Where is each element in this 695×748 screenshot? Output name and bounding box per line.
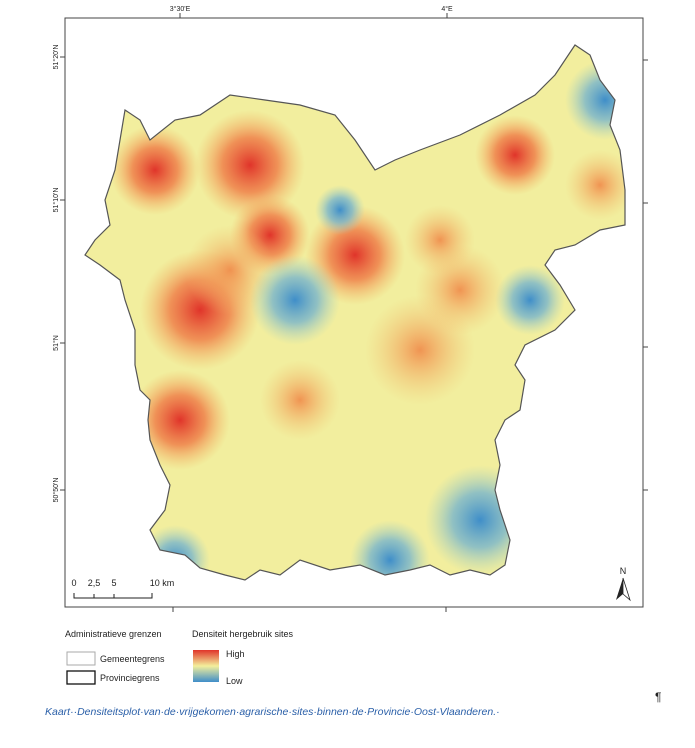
- latitude-label: 51°20'N: [52, 45, 60, 70]
- scale-label: 2,5: [88, 578, 101, 588]
- legend-label: Provinciegrens: [100, 673, 160, 683]
- scale-label: 0: [71, 578, 76, 588]
- legend-label: Gemeentegrens: [100, 654, 165, 664]
- north-label: N: [620, 566, 627, 576]
- legend-label: Low: [226, 676, 243, 686]
- pilcrow: ¶: [655, 690, 661, 704]
- provincial-swatch: [66, 670, 96, 685]
- legend-title: Administratieve grenzen: [65, 629, 162, 639]
- municipal-swatch: [66, 651, 96, 666]
- latitude-label: 51°10'N: [52, 188, 60, 213]
- scale-label: 10 km: [150, 578, 175, 588]
- latitude-label: 51°N: [52, 335, 60, 351]
- scale-bar: 0 2,5 5 10 km: [71, 578, 175, 599]
- latitude-label: 50°50'N: [52, 478, 60, 503]
- longitude-label: 4°E: [441, 5, 453, 13]
- legend-label: High: [226, 649, 245, 659]
- density-swatch: [193, 650, 219, 682]
- caption: Kaart··Densiteitsplot·van·de·vrijgekomen…: [45, 706, 500, 718]
- scale-label: 5: [111, 578, 116, 588]
- legend-title: Densiteit hergebruik sites: [192, 629, 294, 639]
- north-arrow: N: [616, 566, 631, 602]
- frame-ticks: [60, 13, 648, 612]
- longitude-label: 3°30'E: [170, 5, 191, 13]
